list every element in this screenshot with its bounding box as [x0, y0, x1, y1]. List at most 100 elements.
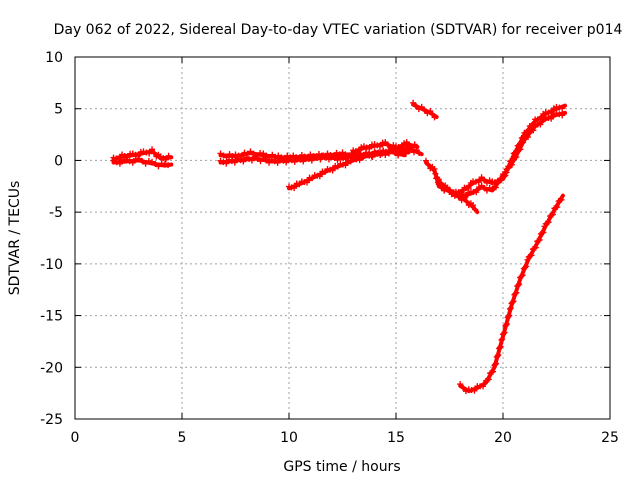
data-point — [515, 282, 522, 289]
data-point — [446, 187, 453, 194]
data-point — [524, 256, 531, 263]
data-point — [235, 152, 242, 159]
data-point — [553, 110, 560, 117]
data-point — [291, 158, 298, 165]
data-point — [410, 99, 417, 106]
data-point — [342, 162, 349, 169]
data-point — [465, 386, 472, 393]
data-point — [507, 306, 514, 313]
series-arc-g — [457, 193, 565, 395]
data-point — [494, 353, 501, 360]
data-point — [520, 139, 527, 146]
data-point — [316, 173, 323, 180]
data-point — [123, 156, 130, 163]
data-point — [356, 157, 363, 164]
data-point — [139, 158, 146, 165]
data-point — [457, 381, 464, 388]
data-point — [513, 289, 520, 296]
data-point — [528, 252, 535, 259]
data-point — [537, 121, 544, 128]
series-arc-a2 — [110, 155, 174, 170]
x-tick-label: 5 — [178, 430, 187, 446]
series-arc-e2 — [435, 110, 568, 200]
y-tick-label: -15 — [40, 309, 63, 325]
data-point — [470, 202, 477, 209]
data-point — [375, 149, 382, 156]
data-point — [329, 167, 336, 174]
data-point — [503, 321, 510, 328]
data-point — [468, 387, 475, 394]
data-point — [334, 156, 341, 163]
data-point — [321, 169, 328, 176]
x-tick-label: 20 — [494, 430, 512, 446]
y-tick-label: 10 — [45, 50, 63, 66]
data-point — [558, 196, 565, 203]
data-point — [250, 150, 257, 157]
data-point — [492, 361, 499, 368]
data-point — [350, 155, 357, 162]
data-point — [247, 148, 254, 155]
data-point — [355, 148, 362, 155]
series-arc-c2 — [350, 139, 420, 155]
data-point — [540, 229, 547, 236]
data-point — [530, 127, 537, 134]
data-point — [145, 157, 152, 164]
data-point — [519, 272, 526, 279]
data-point — [513, 154, 520, 161]
data-point — [556, 104, 563, 111]
y-tick-label: 5 — [54, 102, 63, 118]
data-point — [499, 336, 506, 343]
series-arc-d — [410, 99, 439, 121]
data-point — [559, 105, 566, 112]
data-point — [161, 160, 168, 167]
data-point — [508, 161, 515, 168]
data-point — [291, 185, 298, 192]
data-point — [480, 383, 487, 390]
plot-frame — [74, 56, 611, 420]
y-tick-label: -25 — [40, 412, 63, 428]
data-point — [402, 147, 409, 154]
x-tick-label: 25 — [601, 430, 619, 446]
data-point — [110, 157, 117, 164]
x-tick-label: 10 — [280, 430, 298, 446]
data-point — [143, 149, 150, 156]
data-point — [303, 179, 310, 186]
data-point — [509, 299, 516, 306]
data-point — [391, 149, 398, 156]
data-point — [283, 159, 290, 166]
data-point — [248, 157, 255, 164]
data-point — [379, 150, 386, 157]
data-point — [497, 343, 504, 350]
data-point — [496, 344, 503, 351]
data-point — [495, 351, 502, 358]
data-point — [422, 157, 429, 164]
data-point — [416, 149, 423, 156]
data-point — [149, 158, 156, 165]
data-point — [492, 360, 499, 367]
axis-ticks: 0 5 10 15 20 25 -25 -20 -15 -10 -5 0 5 10 — [40, 50, 619, 446]
data-point — [152, 161, 159, 168]
data-point — [503, 169, 510, 176]
x-tick-label: 0 — [71, 430, 80, 446]
data-point — [136, 155, 143, 162]
data-point — [512, 290, 519, 297]
data-point — [460, 384, 467, 391]
data-point — [155, 163, 162, 170]
data-point — [274, 159, 281, 166]
data-point — [359, 152, 366, 159]
data-point — [129, 159, 136, 166]
data-point — [382, 151, 389, 158]
data-point — [300, 158, 307, 165]
data-point — [232, 151, 239, 158]
data-point — [366, 145, 373, 152]
data-point — [492, 184, 499, 191]
data-point — [437, 180, 444, 187]
data-point — [471, 387, 478, 394]
chart-title: Day 062 of 2022, Sidereal Day-to-day VTE… — [54, 22, 623, 38]
data-point — [524, 134, 531, 141]
data-point — [506, 312, 513, 319]
grid — [75, 57, 610, 419]
data-point — [366, 152, 373, 159]
data-point — [522, 264, 529, 271]
data-point — [503, 320, 510, 327]
